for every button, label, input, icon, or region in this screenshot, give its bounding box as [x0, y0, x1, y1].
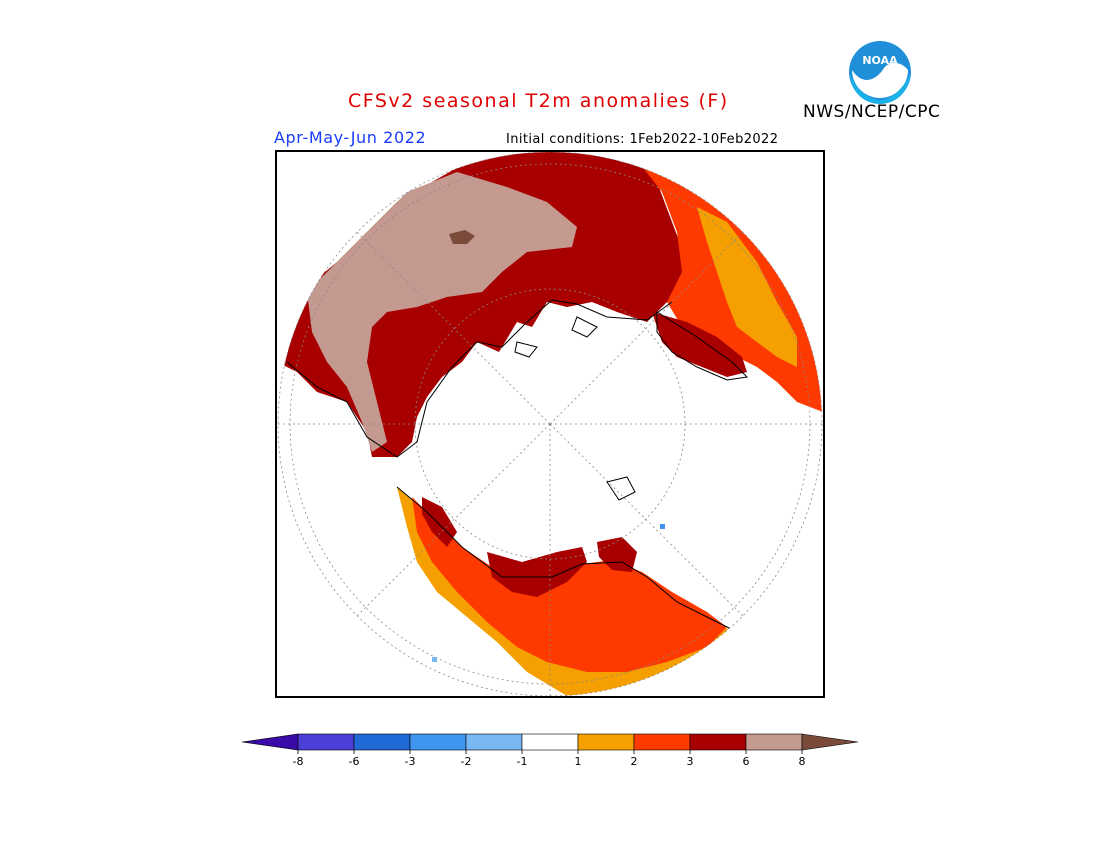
initial-conditions: Initial conditions: 1Feb2022-10Feb2022	[506, 132, 779, 147]
map-title: CFSv2 seasonal T2m anomalies (F)	[348, 90, 729, 112]
legend-bin	[577, 733, 635, 751]
legend-tick-label: -2	[461, 755, 472, 768]
map-frame	[275, 150, 825, 698]
legend-bin	[801, 733, 859, 751]
legend-tick-label: -1	[517, 755, 528, 768]
anomaly-region-eurasia-2-3	[412, 497, 727, 672]
legend-bin	[689, 733, 747, 751]
legend-bin	[297, 733, 355, 751]
legend-tick-label: 2	[631, 755, 638, 768]
legend-bin	[465, 733, 523, 751]
logo-text: NOAA	[862, 54, 898, 67]
anomaly-region-siberia-3-6	[487, 547, 587, 597]
legend-bin	[241, 733, 299, 751]
legend-tick-label: -8	[293, 755, 304, 768]
legend-tick-label: 3	[687, 755, 694, 768]
legend-tick-label: -6	[349, 755, 360, 768]
legend-bin	[409, 733, 467, 751]
legend-bin	[745, 733, 803, 751]
coastline-arctic-islands	[514, 316, 636, 501]
anomaly-region-greenland	[652, 312, 747, 377]
anomaly-region-over8	[449, 230, 475, 244]
anomaly-dot-negative	[432, 657, 437, 662]
coastline-greenland	[656, 311, 749, 381]
map-boundary	[277, 152, 823, 696]
anomaly-region-western-canada	[307, 172, 577, 452]
anomaly-region-atlantic-2	[697, 207, 797, 367]
legend-bin	[353, 733, 411, 751]
polar-map	[277, 152, 823, 696]
legend-tick-label: 6	[743, 755, 750, 768]
legend-tick-label: 1	[575, 755, 582, 768]
coastline-eurasia	[396, 486, 738, 633]
anomaly-region-kamchatka-3-6	[422, 497, 457, 547]
noaa-logo: NOAA	[849, 41, 911, 104]
anomaly-dot-negative	[660, 524, 665, 529]
agency-label: NWS/NCEP/CPC	[803, 102, 941, 122]
legend-tick-label: 8	[799, 755, 806, 768]
legend-tick-label: -3	[405, 755, 416, 768]
forecast-period: Apr-May-Jun 2022	[274, 128, 427, 147]
color-legend: -8 -6 -3 -2 -1 1 2 3 6 8	[241, 733, 859, 768]
legend-bin	[521, 733, 579, 751]
coastline-north-america	[286, 299, 673, 458]
legend-bin	[633, 733, 691, 751]
